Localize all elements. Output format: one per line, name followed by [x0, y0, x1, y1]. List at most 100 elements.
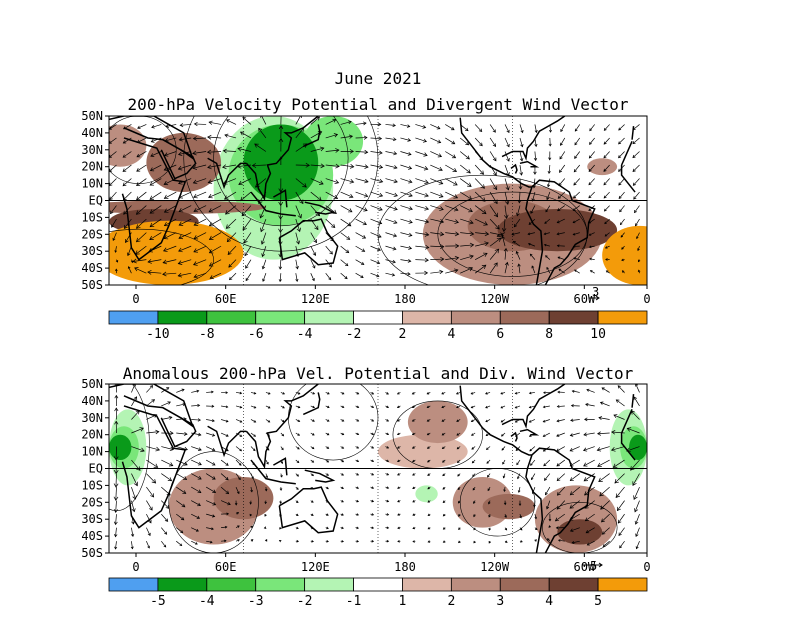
wind-vector-shaft	[193, 137, 207, 139]
wind-vector-head	[569, 448, 574, 452]
wind-vector-shaft	[131, 541, 133, 549]
wind-vector-shaft	[370, 232, 382, 238]
wind-vector-head	[547, 170, 551, 175]
wind-vector-shaft	[385, 151, 397, 155]
wind-vector-head	[427, 526, 431, 530]
wind-vector-head	[326, 473, 329, 476]
wind-vector-shaft	[557, 191, 566, 199]
wind-vector	[131, 427, 144, 434]
wind-vector-head	[127, 266, 131, 269]
wind-vector	[244, 245, 252, 257]
panel-1-x-ticks: 0 60E 120E 180 120W 60W 0	[132, 285, 651, 306]
wind-vector-head	[147, 269, 152, 275]
wind-vector	[460, 205, 473, 213]
wind-vector-head	[345, 262, 349, 267]
wind-vector	[161, 540, 167, 548]
wind-vector	[496, 232, 506, 237]
wind-vector-shaft	[310, 259, 316, 269]
colorbar-label: -4	[199, 594, 215, 609]
wind-vector	[442, 513, 446, 517]
wind-vector-head	[305, 162, 310, 168]
wind-vector-shaft	[193, 245, 207, 253]
wind-vector-head	[135, 237, 141, 243]
wind-vector-head	[329, 250, 333, 255]
wind-vector-shaft	[325, 191, 338, 199]
wind-vector-head	[130, 533, 135, 538]
wind-vector-shaft	[220, 459, 229, 466]
wind-vector-head	[265, 475, 269, 479]
y-tick-label: 50S	[81, 546, 103, 560]
wind-vector-head	[455, 243, 460, 249]
wind-vector-head	[485, 433, 489, 436]
wind-vector-head	[225, 434, 229, 437]
wind-vector-head	[615, 399, 620, 403]
wind-vector	[612, 459, 625, 468]
wind-vector-shaft	[209, 232, 222, 240]
wind-vector	[396, 392, 401, 395]
wind-vector	[473, 500, 476, 504]
wind-vector-shaft	[501, 446, 506, 451]
wind-vector-head	[223, 195, 229, 200]
wind-vector-head	[528, 434, 532, 437]
wind-vector-shaft	[459, 151, 470, 160]
colorbar-label: -6	[248, 327, 264, 342]
wind-vector-head	[588, 168, 592, 173]
wind-vector-shaft	[135, 245, 147, 255]
wind-vector	[176, 388, 185, 393]
wind-vector-head	[356, 473, 360, 476]
wind-vector	[385, 405, 389, 408]
wind-vector-shaft	[430, 271, 443, 274]
wind-vector-shaft	[460, 205, 473, 212]
wind-vector	[603, 164, 610, 172]
wind-vector-shaft	[165, 137, 177, 142]
wind-vector-shaft	[191, 500, 201, 506]
wind-vector	[310, 232, 317, 244]
wind-vector-head	[503, 489, 506, 492]
wind-vector	[430, 151, 443, 158]
wind-vector-shaft	[128, 266, 132, 274]
wind-vector	[519, 151, 524, 162]
wind-vector-head	[192, 179, 198, 185]
wind-vector-shaft	[400, 151, 412, 155]
wind-vector-head	[314, 225, 319, 231]
x-tick-label: 120E	[301, 560, 330, 574]
wind-vector	[616, 500, 625, 512]
wind-vector-head	[250, 539, 254, 542]
wind-vector-head	[356, 499, 360, 503]
wind-vector	[355, 272, 364, 278]
shade-region	[407, 400, 468, 444]
wind-vector-shaft	[500, 392, 506, 395]
wind-vector-head	[225, 419, 229, 423]
wind-vector-shaft	[572, 390, 580, 393]
wind-vector	[556, 404, 565, 408]
wind-vector-head	[345, 249, 350, 254]
wind-vector-shaft	[370, 137, 382, 140]
wind-vector-shaft	[445, 191, 458, 199]
wind-vector	[400, 178, 413, 184]
wind-vector-head	[479, 142, 483, 147]
wind-vector-head	[543, 391, 546, 395]
wind-vector-shaft	[131, 427, 144, 434]
colorbar-label: 8	[545, 327, 553, 342]
wind-vector	[136, 151, 147, 158]
wind-vector	[206, 404, 215, 408]
wind-vector-shaft	[474, 205, 487, 214]
wind-vector-head	[371, 513, 375, 516]
wind-vector-head	[605, 258, 608, 261]
wind-vector	[412, 500, 416, 503]
wind-vector	[556, 432, 565, 437]
wind-vector	[572, 232, 580, 236]
wind-vector-shaft	[355, 232, 366, 239]
wind-vector-shaft	[265, 392, 271, 395]
wind-vector-head	[196, 389, 200, 393]
wind-vector-head	[426, 446, 430, 449]
coastline	[525, 454, 544, 553]
coastline	[620, 409, 633, 434]
wind-vector-head	[573, 169, 577, 173]
wind-vector-head	[151, 399, 156, 403]
wind-vector-head	[441, 392, 444, 395]
wind-vector-head	[267, 406, 271, 409]
wind-vector-head	[408, 219, 413, 224]
colorbar-swatch	[255, 577, 306, 592]
